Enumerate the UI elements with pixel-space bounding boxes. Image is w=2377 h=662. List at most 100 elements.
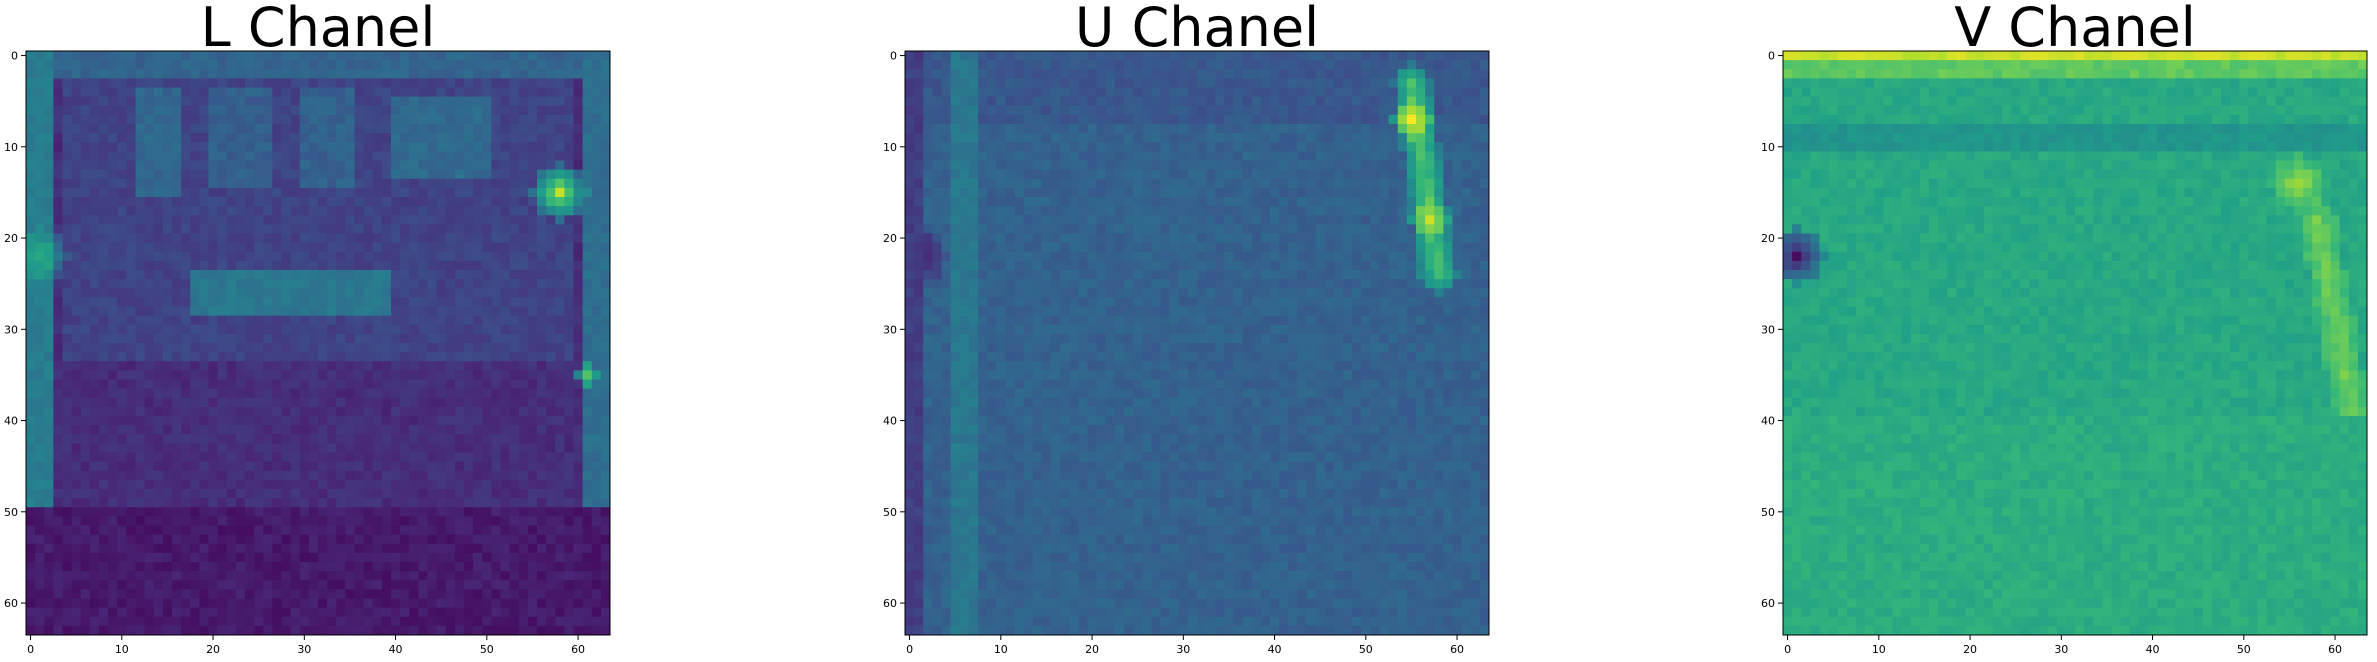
heatmap-cell [300, 133, 310, 143]
heatmap-cell [400, 471, 410, 481]
heatmap-cell [537, 243, 547, 253]
heatmap-cell [218, 489, 228, 499]
heatmap-cell [446, 334, 456, 344]
heatmap-cell [564, 69, 574, 79]
heatmap-cell [473, 453, 483, 463]
heatmap-cell [136, 544, 146, 554]
heatmap-cell [1005, 151, 1015, 161]
heatmap-cell [574, 142, 584, 152]
heatmap-cell [181, 124, 191, 134]
heatmap-cell [318, 425, 328, 435]
heatmap-cell [428, 197, 438, 207]
heatmap-cell [510, 243, 520, 253]
heatmap-cell [528, 197, 538, 207]
heatmap-cell [126, 453, 136, 463]
heatmap-cell [309, 617, 319, 627]
heatmap-cell [254, 562, 264, 572]
heatmap-cell [145, 307, 155, 317]
heatmap-cell [1115, 142, 1125, 152]
heatmap-cell [99, 389, 109, 399]
heatmap-cell [145, 170, 155, 180]
heatmap-cell [1215, 51, 1225, 61]
heatmap-cell [574, 416, 584, 426]
heatmap-cell [44, 334, 54, 344]
heatmap-cell [345, 526, 355, 536]
heatmap-cell [254, 453, 264, 463]
heatmap-cell [272, 307, 282, 317]
heatmap-cell [1297, 133, 1307, 143]
heatmap-cell [199, 252, 209, 262]
heatmap-cell [345, 352, 355, 362]
heatmap-cell [245, 580, 255, 590]
heatmap-cell [905, 151, 915, 161]
heatmap-cell [1471, 88, 1481, 98]
heatmap-cell [172, 599, 182, 609]
heatmap-cell [254, 243, 264, 253]
heatmap-cell [72, 334, 82, 344]
heatmap-cell [145, 261, 155, 271]
heatmap-cell [291, 352, 301, 362]
heatmap-cell [272, 434, 282, 444]
heatmap-cell [336, 316, 346, 326]
heatmap-cell [455, 170, 465, 180]
heatmap-cell [546, 60, 556, 70]
heatmap-cell [90, 361, 100, 371]
heatmap-cell [482, 224, 492, 234]
heatmap-cell [99, 498, 109, 508]
heatmap-cell [1024, 151, 1034, 161]
heatmap-cell [1097, 133, 1107, 143]
heatmap-cell [1133, 133, 1143, 143]
heatmap-cell [391, 571, 401, 581]
heatmap-cell [1060, 124, 1070, 134]
heatmap-cell [1224, 142, 1234, 152]
heatmap-cell [254, 507, 264, 517]
heatmap-cell [163, 261, 173, 271]
heatmap-cell [291, 115, 301, 125]
heatmap-cell [491, 161, 501, 171]
heatmap-cell [391, 462, 401, 472]
heatmap-cell [199, 51, 209, 61]
heatmap-cell [564, 425, 574, 435]
heatmap-cell [126, 443, 136, 453]
heatmap-cell [546, 398, 556, 408]
heatmap-cell [99, 352, 109, 362]
heatmap-cell [272, 398, 282, 408]
heatmap-cell [1453, 142, 1463, 152]
heatmap-cell [555, 453, 565, 463]
heatmap-cell [291, 279, 301, 289]
heatmap-cell [53, 462, 63, 472]
heatmap-cell [108, 115, 118, 125]
heatmap-cell [1069, 97, 1079, 107]
heatmap-cell [263, 599, 273, 609]
heatmap-cell [1224, 88, 1234, 98]
heatmap-cell [227, 562, 237, 572]
heatmap-cell [300, 617, 310, 627]
heatmap-cell [437, 507, 447, 517]
heatmap-cell [199, 462, 209, 472]
heatmap-cell [199, 297, 209, 307]
heatmap-cell [373, 325, 383, 335]
heatmap-cell [44, 407, 54, 417]
heatmap-cell [528, 489, 538, 499]
heatmap-cells [26, 51, 611, 636]
heatmap-cell [400, 352, 410, 362]
heatmap-cell [190, 124, 200, 134]
heatmap-cell [592, 343, 602, 353]
heatmap-cell [63, 352, 73, 362]
heatmap-cell [482, 562, 492, 572]
heatmap-cell [482, 334, 492, 344]
heatmap-cell [108, 243, 118, 253]
heatmap-cell [409, 553, 419, 563]
heatmap-cell [136, 471, 146, 481]
heatmap-cell [99, 434, 109, 444]
heatmap-cell [163, 507, 173, 517]
heatmap-cell [218, 307, 228, 317]
heatmap-cell [90, 288, 100, 298]
heatmap-cell [72, 151, 82, 161]
heatmap-cell [108, 480, 118, 490]
heatmap-cell [574, 626, 584, 636]
heatmap-cell [583, 334, 593, 344]
heatmap-cell [491, 580, 501, 590]
heatmap-cell [418, 206, 428, 216]
heatmap-cell [482, 416, 492, 426]
